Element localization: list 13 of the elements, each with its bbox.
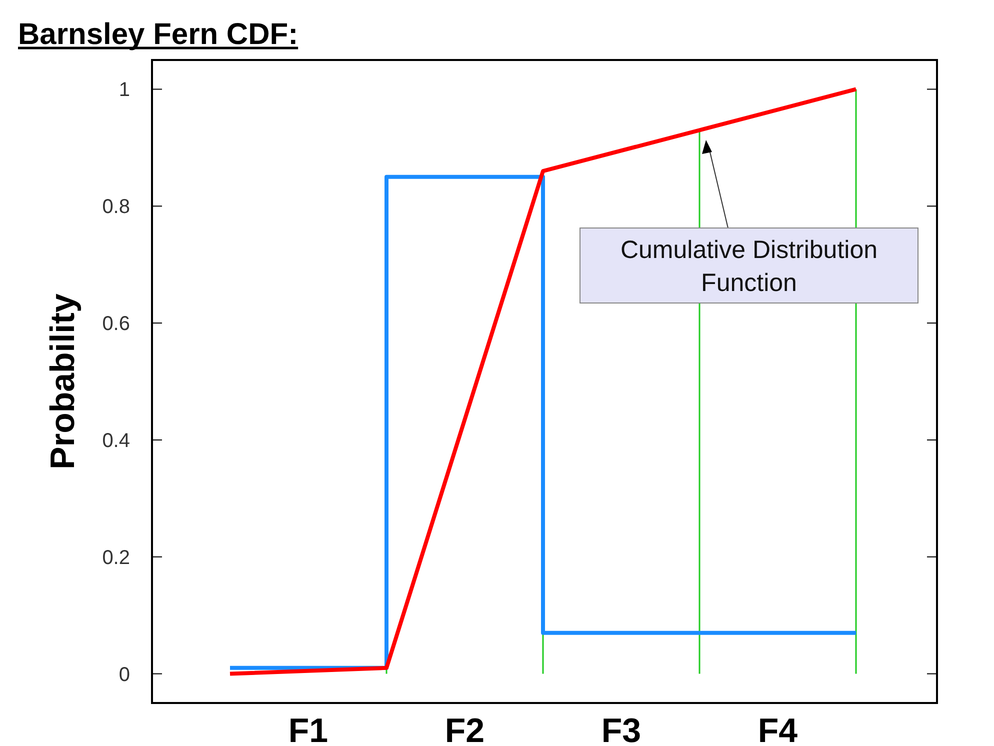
y-tick-label: 0.6 [102, 313, 130, 336]
x-tick-label: F1 [288, 712, 328, 746]
y-tick-label: 0 [118, 664, 130, 686]
y-axis-title: Probability [44, 294, 82, 470]
y-tick-label: 0.4 [102, 430, 130, 452]
y-tick-label: 0.8 [102, 196, 130, 218]
y-tick-label: 1 [118, 79, 130, 102]
annotation: Cumulative Distribution Function [620, 236, 878, 297]
chart-title: Barnsley Fern CDF: [18, 18, 298, 51]
x-tick-label: F4 [758, 712, 798, 746]
x-tick-label: F2 [444, 712, 485, 746]
x-tick-label: F3 [601, 712, 642, 746]
y-tick-label: 0.2 [102, 546, 130, 569]
